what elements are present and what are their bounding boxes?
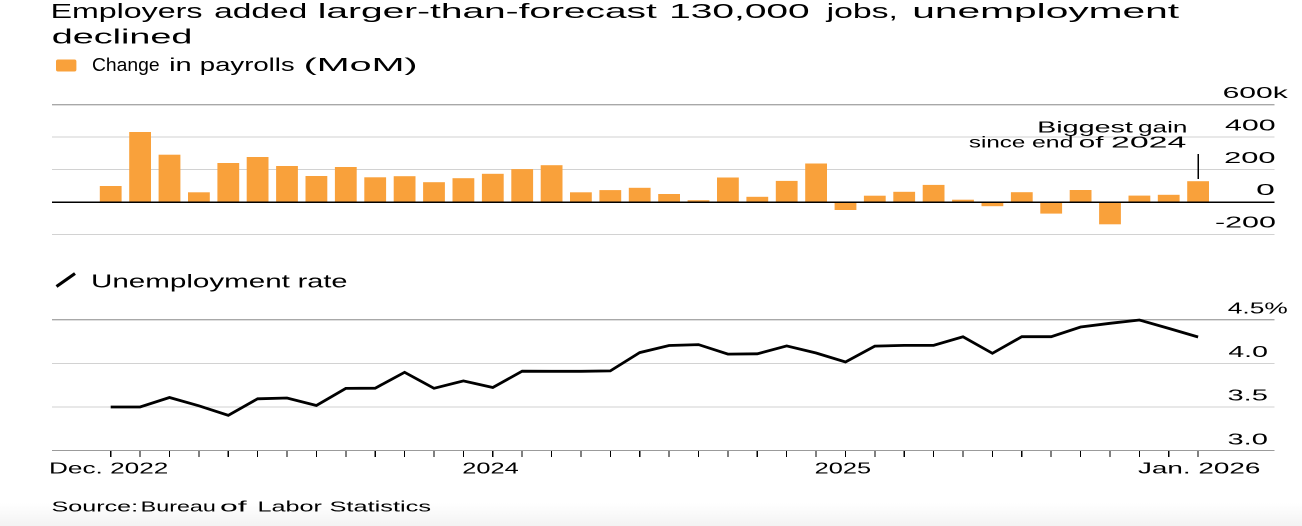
svg-text:(MoM): (MoM): [304, 55, 418, 75]
svg-text:unemployment: unemployment: [912, 1, 1180, 23]
svg-text:jobs,: jobs,: [825, 1, 898, 23]
svg-text:rate: rate: [298, 271, 348, 291]
svg-text:of: of: [220, 500, 249, 516]
svg-text:130,000: 130,000: [669, 1, 810, 23]
svg-text:3.5: 3.5: [1228, 388, 1268, 405]
svg-text:Labor: Labor: [258, 500, 323, 516]
svg-text:600k: 600k: [1223, 85, 1289, 102]
svg-text:Statistics: Statistics: [330, 500, 432, 516]
svg-text:added: added: [214, 1, 307, 23]
svg-text:2024: 2024: [462, 461, 519, 478]
svg-text:since: since: [969, 135, 1026, 152]
svg-text:2025: 2025: [815, 461, 872, 478]
svg-text:in: in: [169, 55, 192, 75]
svg-text:Source:: Source:: [52, 500, 139, 516]
svg-text:0: 0: [1256, 182, 1276, 199]
svg-text:Change: Change: [92, 55, 160, 75]
svg-text:payrolls: payrolls: [200, 55, 295, 75]
svg-text:2024: 2024: [1111, 135, 1187, 152]
svg-text:larger-than-forecast: larger-than-forecast: [318, 1, 658, 23]
svg-text:400: 400: [1225, 117, 1276, 134]
svg-text:3.0: 3.0: [1228, 431, 1269, 448]
svg-text:Dec. 2022: Dec. 2022: [49, 461, 168, 478]
svg-text:Unemployment: Unemployment: [91, 271, 290, 291]
svg-text:end: end: [1032, 135, 1073, 152]
svg-text:declined: declined: [52, 26, 193, 48]
svg-text:4.0: 4.0: [1228, 344, 1268, 361]
svg-text:Employers: Employers: [51, 1, 203, 23]
svg-text:Biggest: Biggest: [1037, 120, 1134, 137]
svg-text:of: of: [1079, 135, 1105, 152]
svg-text:Bureau: Bureau: [141, 500, 216, 516]
svg-text:4.5%: 4.5%: [1228, 300, 1288, 317]
svg-text:gain: gain: [1138, 120, 1187, 137]
svg-text:-200: -200: [1215, 215, 1277, 232]
svg-text:200: 200: [1224, 150, 1276, 167]
svg-text:Jan. 2026: Jan. 2026: [1138, 461, 1260, 478]
